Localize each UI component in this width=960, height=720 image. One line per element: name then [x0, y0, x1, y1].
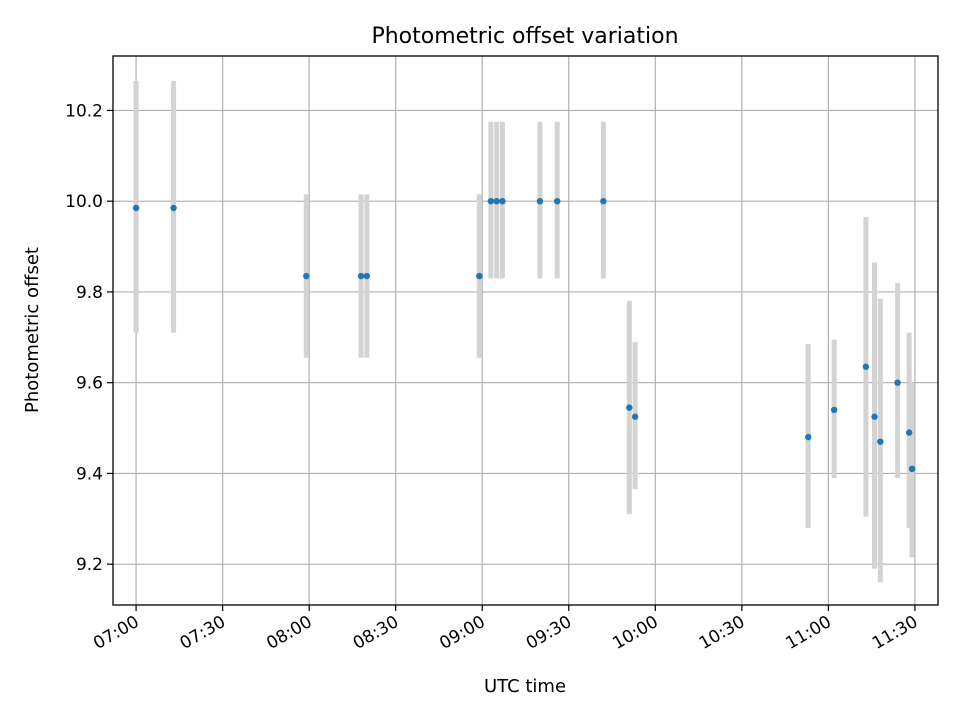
data-point: [303, 272, 310, 280]
y-tick-label: 9.2: [76, 555, 103, 575]
data-point: [493, 197, 500, 205]
data-point: [536, 197, 544, 205]
data-point: [908, 465, 916, 473]
data-point: [862, 363, 870, 370]
data-point: [357, 272, 365, 280]
data-point: [894, 379, 901, 386]
data-point: [877, 438, 884, 445]
y-tick-label: 10.0: [65, 192, 103, 212]
data-point: [626, 404, 633, 411]
data-point: [554, 197, 561, 205]
y-tick-label: 9.8: [76, 283, 103, 303]
y-tick-label: 9.6: [76, 374, 103, 394]
data-point: [499, 197, 506, 205]
y-tick-label: 10.2: [65, 101, 103, 121]
data-point: [871, 413, 878, 420]
data-point: [132, 204, 140, 212]
data-point: [830, 406, 838, 414]
data-point: [170, 204, 177, 212]
y-axis-label: Photometric offset: [22, 247, 43, 413]
data-points: [132, 197, 916, 473]
data-point: [363, 272, 371, 280]
chart-title: Photometric offset variation: [371, 24, 678, 49]
data-point: [487, 197, 495, 205]
x-axis-label: UTC time: [484, 676, 566, 697]
data-point: [804, 433, 812, 441]
data-point: [631, 413, 639, 420]
y-tick-label: 9.4: [76, 464, 103, 484]
data-point: [600, 197, 607, 205]
data-point: [476, 272, 483, 280]
plot-frame: [112, 55, 939, 606]
grid-lines: [113, 56, 938, 605]
data-point: [905, 429, 913, 436]
